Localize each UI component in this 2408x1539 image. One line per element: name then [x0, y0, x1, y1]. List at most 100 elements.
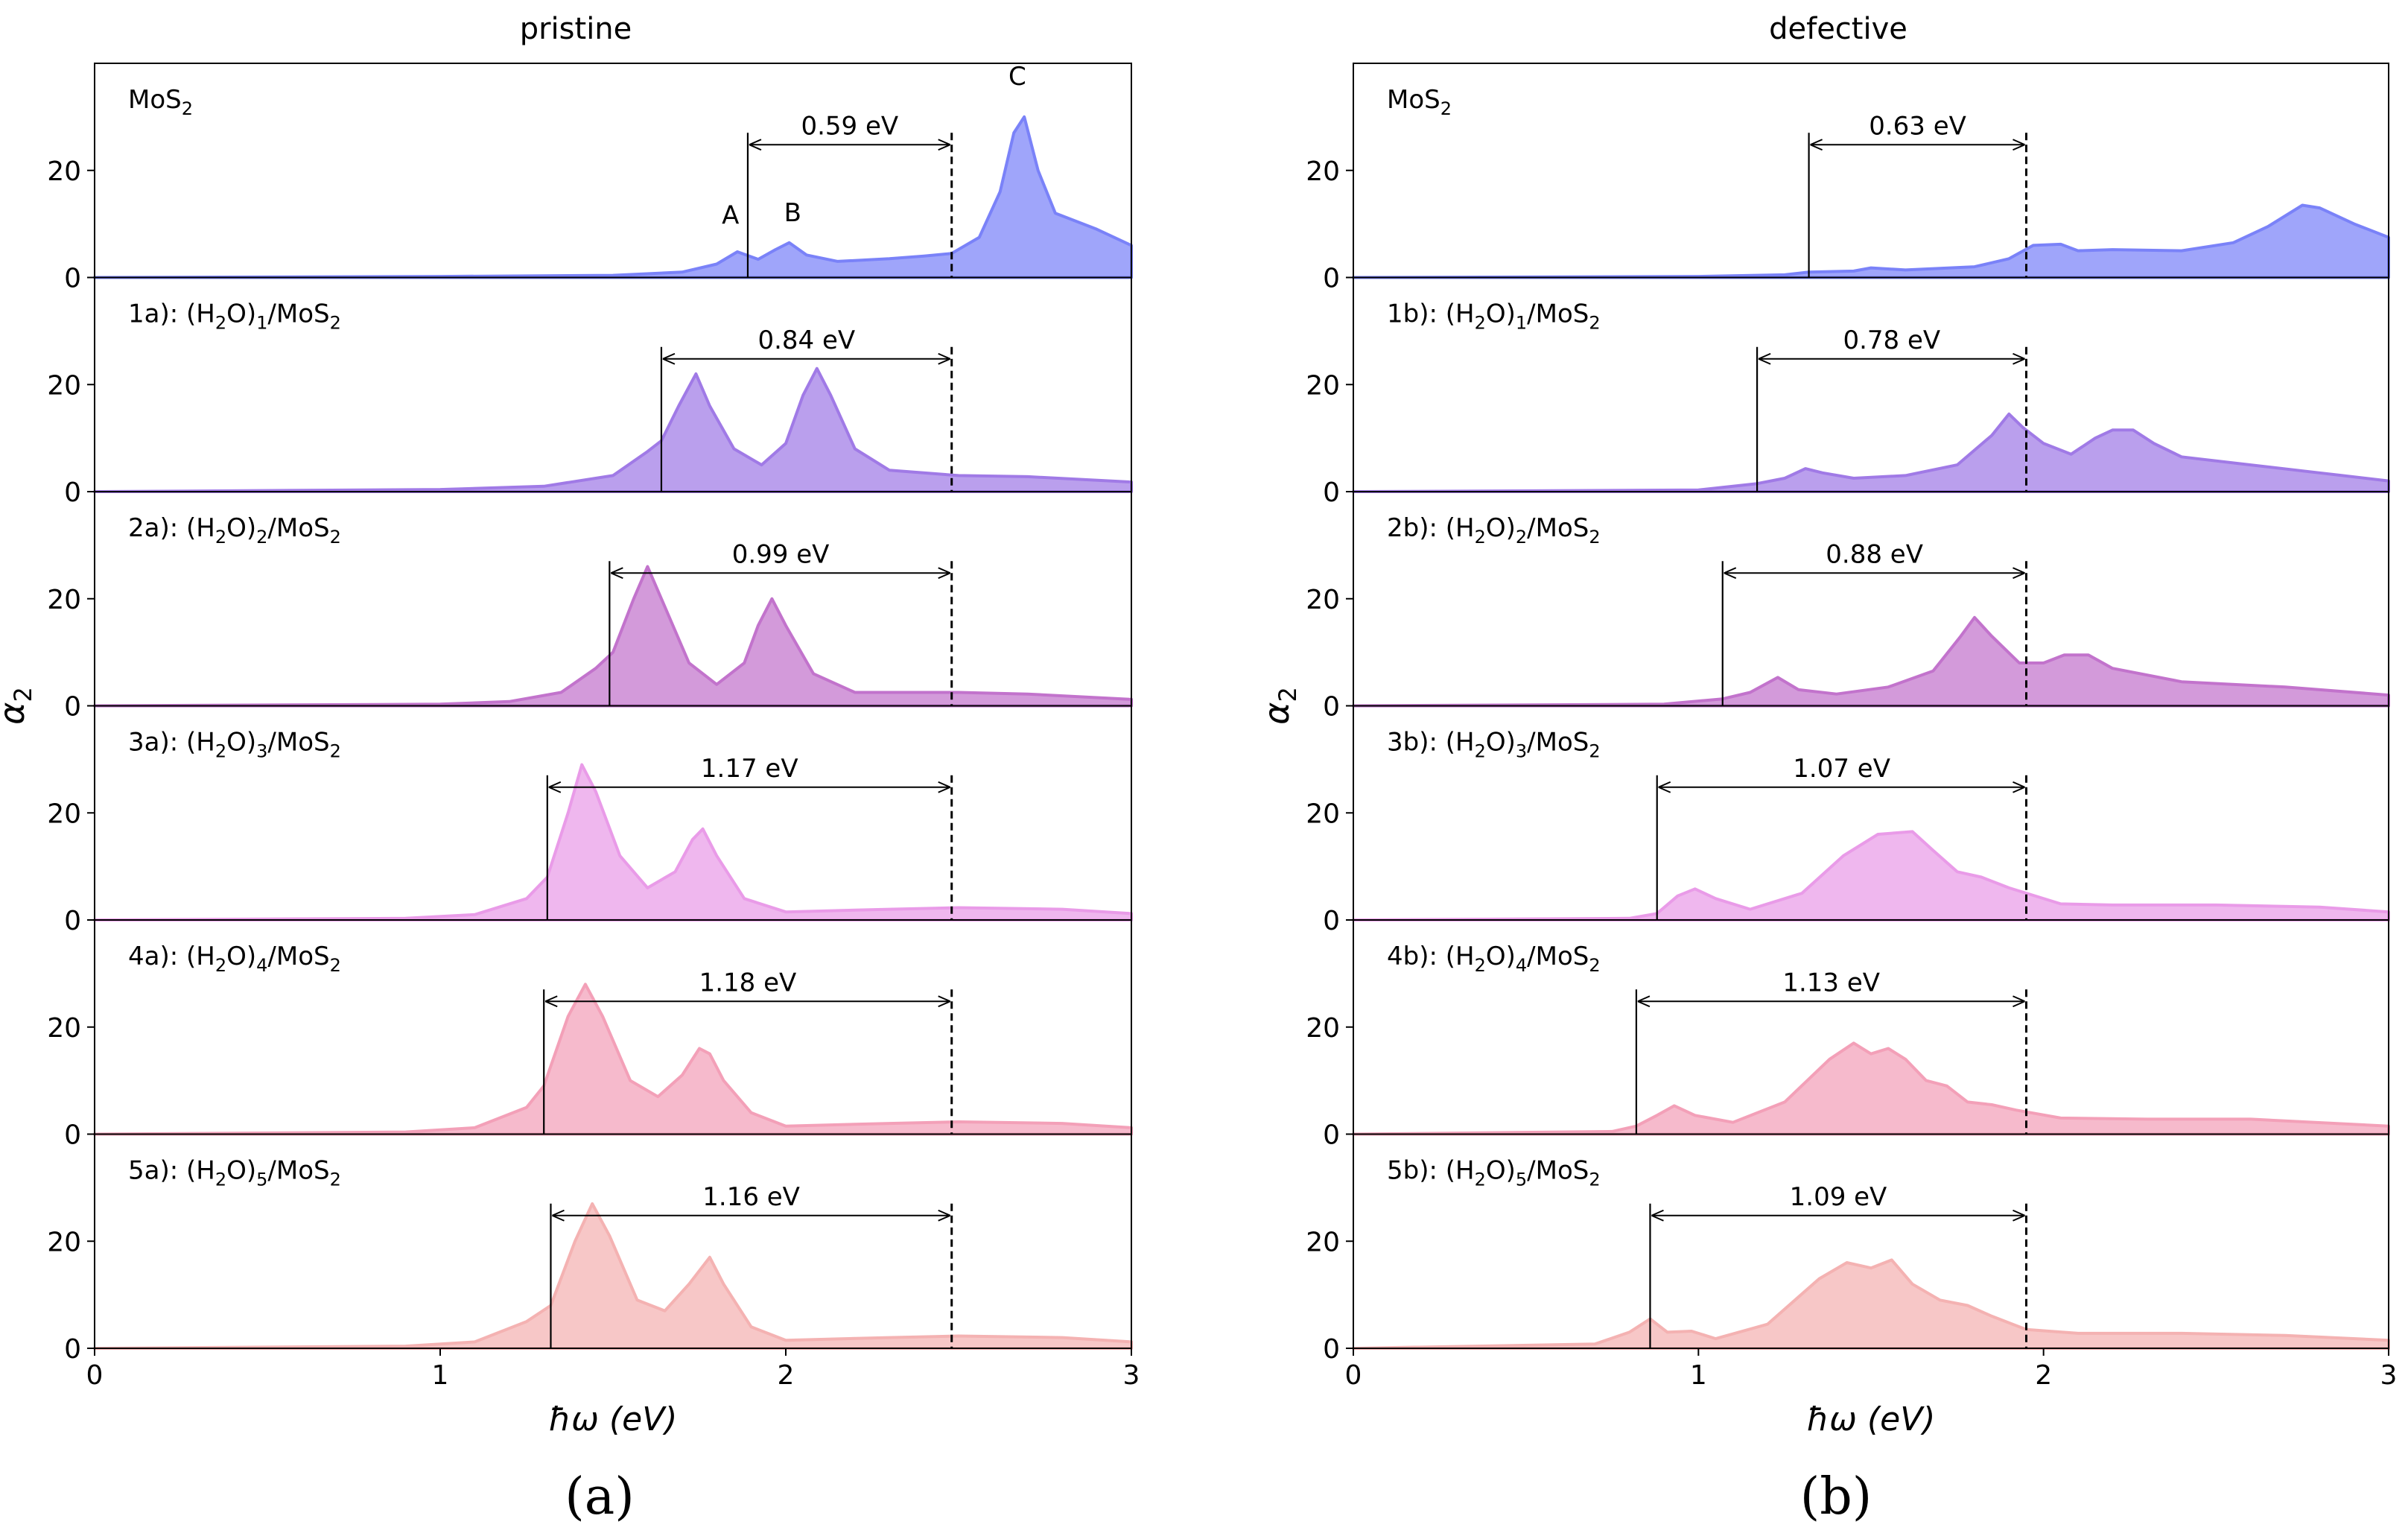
panel-label-subscript: 2: [1589, 741, 1600, 762]
spectrum-area: [1352, 1041, 2390, 1136]
panel-label-subscript: 2: [330, 741, 341, 762]
panel-label-subscript: 2: [1475, 955, 1486, 976]
peak-label-A: A: [722, 201, 739, 231]
spectrum-area: [93, 366, 1133, 493]
gap-label: 0.63 eV: [1869, 111, 1966, 141]
caption-b: (b): [1800, 1467, 1872, 1526]
spectrum-area: [1352, 203, 2390, 279]
y-tick-label: 0: [64, 1120, 81, 1151]
gap-label: 1.13 eV: [1782, 968, 1880, 997]
gap-arrow-head-right: [938, 567, 951, 580]
y-tick-label: 0: [64, 692, 81, 723]
y-tick-label: 0: [1323, 906, 1340, 936]
panel-label-text: O): [1486, 942, 1516, 971]
y-tick-label: 20: [1306, 1227, 1340, 1257]
panel-label-subscript: 3: [1516, 741, 1527, 762]
panel-label-subscript: 2: [1589, 955, 1600, 976]
gap-arrow-head-left: [662, 352, 676, 365]
panel-label-subscript: 1: [256, 313, 267, 334]
spectrum-area: [93, 1202, 1133, 1350]
panel-frame: [1353, 1133, 2389, 1349]
panel-label-text: /MoS: [267, 513, 329, 543]
peak-label-B: B: [784, 198, 801, 228]
gap-arrow-head-left: [548, 781, 562, 793]
peak-label-C: C: [1008, 62, 1026, 92]
panel-label: 5a): (H2O)5/MoS2: [128, 1156, 341, 1190]
panel-label-subscript: 2: [1475, 1170, 1486, 1190]
gap-label: 1.16 eV: [702, 1182, 800, 1212]
gap-label: 1.07 eV: [1793, 754, 1890, 784]
x-axis-label: ħω (eV): [1807, 1400, 1936, 1438]
panel-label-subscript: 5: [256, 1170, 267, 1190]
gap-arrow-head-right: [2013, 139, 2025, 151]
gap-arrow-head-left: [1810, 139, 1823, 151]
y-tick-label: 20: [1306, 370, 1340, 401]
gap-arrow-head-right: [2013, 1209, 2025, 1222]
panel-label-text: O): [1486, 728, 1516, 758]
gap-arrow-head-right: [938, 352, 951, 365]
gap-arrow-head-left: [610, 567, 623, 580]
panel-label-subscript: 2: [330, 527, 341, 548]
gap-arrow-head-left: [1637, 995, 1651, 1008]
gap-arrow-head-right: [2013, 352, 2025, 365]
panel-label: 4a): (H2O)4/MoS2: [128, 942, 341, 976]
panel-label-text: /MoS: [1527, 728, 1589, 758]
y-tick-label: 20: [47, 1227, 81, 1257]
y-axis-label-subscript: 2: [1274, 687, 1302, 702]
x-tick-label: 3: [2380, 1360, 2398, 1391]
gap-arrow-head-right: [938, 995, 951, 1008]
gap-arrow-head-right: [2013, 995, 2025, 1008]
gap-label: 1.18 eV: [699, 968, 797, 997]
panel-label: 1b): (H2O)1/MoS2: [1387, 299, 1601, 334]
gap-arrow-head-left: [749, 139, 762, 151]
y-tick-label: 20: [47, 156, 81, 187]
panel-label-text: 3b): (H: [1387, 728, 1475, 758]
y-axis-label: α2: [1257, 687, 1302, 725]
y-tick-label: 0: [1323, 1120, 1340, 1151]
y-tick-label: 20: [47, 799, 81, 829]
panel-label-subscript: 2: [215, 1170, 226, 1190]
y-axis-label-main: α: [0, 702, 32, 725]
panel-label-text: /MoS: [1527, 513, 1589, 543]
gap-arrow-head-left: [1658, 781, 1671, 793]
gap-arrow-head-right: [938, 139, 951, 151]
y-tick-label: 0: [64, 906, 81, 936]
panel-label-text: /MoS: [1527, 1156, 1589, 1186]
gap-label: 0.88 eV: [1826, 539, 1923, 569]
spectrum-area: [93, 115, 1133, 279]
panel-label: 3b): (H2O)3/MoS2: [1387, 728, 1601, 762]
panel-label: 1a): (H2O)1/MoS2: [128, 299, 341, 334]
x-tick-label: 2: [778, 1360, 795, 1391]
y-tick-label: 20: [1306, 585, 1340, 615]
y-axis-label-subscript: 2: [9, 687, 37, 702]
panel-label-subscript: 4: [1516, 955, 1527, 976]
spectrum-area: [93, 763, 1133, 921]
panel-label-text: /MoS: [267, 728, 329, 758]
y-tick-label: 0: [1323, 264, 1340, 294]
y-tick-label: 0: [64, 477, 81, 508]
panel-label-subscript: 2: [1475, 527, 1486, 548]
y-tick-label: 20: [1306, 799, 1340, 829]
y-tick-label: 0: [1323, 1334, 1340, 1365]
panel-label-subscript: 5: [1516, 1170, 1527, 1190]
panel-3: 0 20 0.88 eV 2b): (H2O)2/MoS2: [1306, 491, 2390, 723]
panel-label-subscript: 2: [215, 955, 226, 976]
x-tick-label: 0: [86, 1360, 104, 1391]
panel-label-subscript: 2: [215, 527, 226, 548]
panel-label-text: 4a): (H: [128, 942, 215, 971]
panel-label-subscript: 2: [330, 1170, 341, 1190]
panel-label-text: 4b): (H: [1387, 942, 1475, 971]
spectrum-area: [1352, 412, 2390, 493]
panel-label-subscript: 2: [1589, 527, 1600, 548]
panel-label: 2b): (H2O)2/MoS2: [1387, 513, 1601, 548]
panel-label: 3a): (H2O)3/MoS2: [128, 728, 341, 762]
panel-label-text: 1b): (H: [1387, 299, 1475, 329]
panel-label: 2a): (H2O)2/MoS2: [128, 513, 341, 548]
y-tick-label: 0: [1323, 692, 1340, 723]
